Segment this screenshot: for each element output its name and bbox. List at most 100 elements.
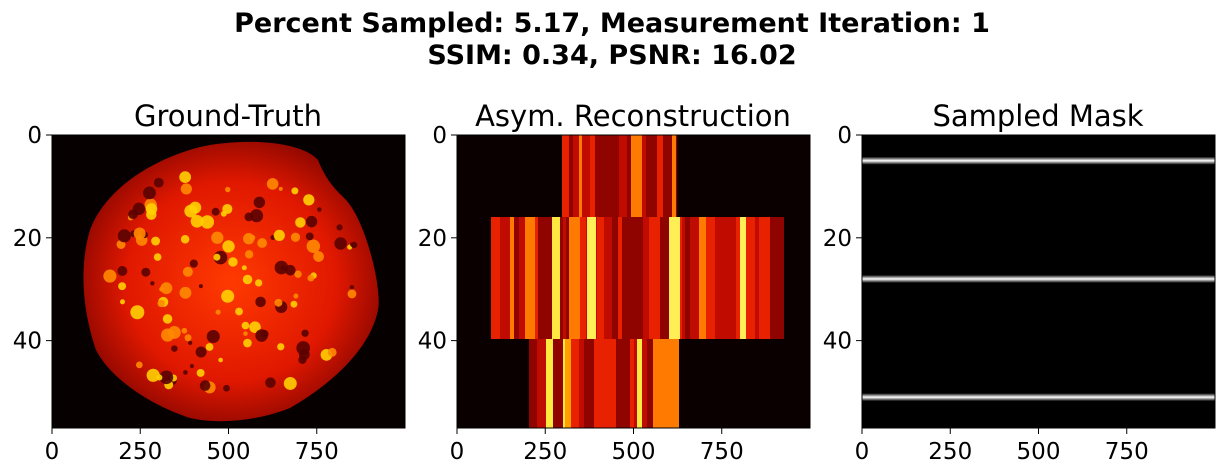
x-tick-label: 0 [855, 439, 870, 465]
cell-spot [327, 347, 337, 357]
stripe [766, 217, 770, 339]
cell-spot [254, 279, 263, 287]
cell-spot [223, 384, 230, 392]
image-area [52, 135, 405, 428]
cell-spot [249, 321, 261, 333]
cell-spot [253, 196, 266, 209]
cell-spot [303, 194, 315, 206]
stripe [647, 339, 653, 428]
cell-spot [156, 374, 163, 381]
cell-spot [146, 209, 157, 220]
cell-spot [336, 224, 343, 231]
stripe [584, 339, 594, 428]
cell-spot [183, 370, 188, 375]
cell-spot [243, 338, 252, 348]
cell-spot [205, 343, 214, 351]
stripe [605, 339, 616, 428]
x-tick-label: 750 [1105, 439, 1149, 465]
stripe [755, 217, 759, 339]
cell-spot [298, 355, 307, 364]
cell-spot [243, 233, 255, 245]
sampled-row-line [862, 274, 1215, 283]
panel-title: Ground-Truth [134, 99, 322, 133]
cell-spot [157, 299, 165, 308]
stripe [770, 217, 781, 339]
stripe [491, 217, 500, 339]
y-tick-label: 20 [823, 226, 852, 252]
stripe [676, 135, 677, 217]
cell-spot [199, 380, 211, 391]
stripe [570, 339, 579, 428]
stripe [580, 217, 586, 339]
cell-spot [153, 253, 162, 261]
sampled-row-line [862, 393, 1215, 402]
stripe [562, 135, 569, 217]
x-tick-label: 250 [523, 439, 567, 465]
cell-spot [295, 217, 306, 228]
cell-spot [283, 377, 297, 390]
stripe [643, 217, 649, 339]
stripe [537, 339, 546, 428]
stripe [619, 135, 627, 217]
y-tick-label: 0 [432, 123, 447, 149]
x-tick-label: 500 [207, 439, 251, 465]
cell-spot [249, 209, 264, 223]
cell-spot [290, 232, 301, 242]
cell-spot [171, 345, 178, 352]
cell-spot [159, 370, 174, 385]
cell-spot [294, 270, 302, 278]
stripe [500, 217, 510, 339]
cell-spot [225, 186, 231, 193]
x-tick-label: 500 [1017, 439, 1061, 465]
cell-spot [255, 296, 266, 308]
stripe [781, 217, 784, 339]
y-tick-label: 20 [13, 226, 42, 252]
cell-spot [257, 238, 268, 248]
stripe [547, 217, 552, 339]
panel-sampled-mask: Sampled Mask 0 250 500 750 0 20 40 [823, 99, 1216, 465]
cell-spot [189, 363, 195, 369]
cell-spot [334, 237, 347, 250]
stripe [726, 217, 736, 339]
stripe [669, 217, 680, 339]
y-tick-label: 0 [27, 123, 42, 149]
y-tick-label: 0 [837, 123, 852, 149]
stripe [532, 339, 537, 428]
stripe [630, 339, 634, 428]
panel-title: Sampled Mask [932, 99, 1143, 133]
stripe [587, 217, 596, 339]
stripe [569, 217, 580, 339]
cell-spot [266, 178, 279, 190]
stripe [642, 339, 647, 428]
stripe [514, 217, 519, 339]
cell-spot [274, 260, 289, 275]
stripe [594, 339, 605, 428]
cell-spot [255, 329, 268, 342]
y-tick-label: 20 [418, 226, 447, 252]
x-tick-label: 250 [928, 439, 972, 465]
cell-spot [273, 229, 285, 242]
cell-spot [160, 282, 173, 295]
y-axis: 0 20 40 [823, 123, 862, 355]
cell-spots [103, 171, 358, 394]
cell-spot [284, 264, 296, 276]
cell-spot [350, 242, 355, 247]
stripe [759, 217, 766, 339]
stripe [740, 217, 746, 339]
cell-spot [222, 203, 233, 215]
stripe [653, 339, 663, 428]
cell-spot [222, 240, 235, 253]
stripe [579, 339, 584, 428]
x-tick-label: 0 [45, 439, 60, 465]
stripe [618, 217, 622, 339]
cell-spot [347, 289, 357, 299]
stripe [637, 339, 642, 428]
stripe [573, 135, 579, 217]
panel-ground-truth: Ground-Truth 0 250 500 750 0 20 40 [13, 99, 406, 465]
mask-lines [862, 156, 1215, 402]
stripe [672, 135, 676, 217]
cell-spot [242, 274, 253, 285]
cell-spot [188, 340, 193, 346]
suptitle-line-2: SSIM: 0.34, PSNR: 16.02 [427, 40, 796, 71]
stripe [616, 339, 621, 428]
